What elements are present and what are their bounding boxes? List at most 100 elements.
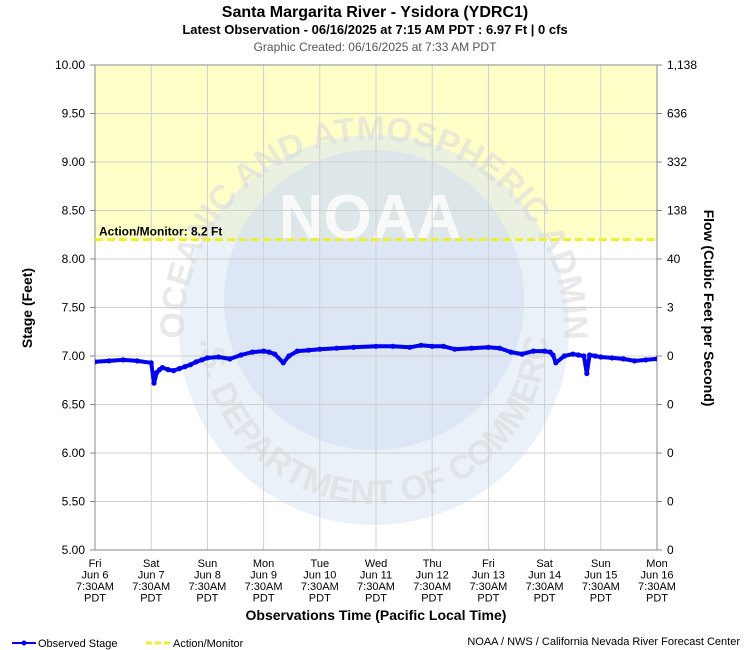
data-point	[452, 346, 458, 352]
data-point	[553, 360, 559, 366]
data-point	[306, 347, 312, 353]
data-point	[581, 353, 587, 359]
y-tick-label: 8.00	[62, 252, 86, 266]
data-point	[654, 356, 657, 362]
data-point	[390, 343, 396, 349]
x-axis: Fri Jun 6 7:30AM PDT Sat Jun 7 7:30AM PDT Sun Jun…	[76, 558, 676, 605]
data-point	[134, 358, 140, 364]
legend: Observed Stage Action/Monitor	[12, 638, 244, 650]
x-tick-label: Sun Jun 8 7:30AM PDT	[188, 558, 226, 605]
x-tick-label: Sat Jun 7 7:30AM PDT	[132, 558, 170, 605]
data-point	[570, 351, 576, 357]
y-axis-left: 5.00 5.50 6.00 6.50 7.00 7.50 8.00 8.50 9.00 9.50…	[55, 58, 95, 557]
y-tick-label: 10.00	[55, 58, 85, 72]
data-point	[159, 365, 165, 371]
data-point	[598, 354, 604, 360]
y-tick-label: 6.00	[62, 446, 86, 460]
y2-tick-label: 3	[667, 301, 674, 315]
y-tick-label: 9.00	[62, 155, 86, 169]
x-tick-label: Fri Jun 13 7:30AM PDT	[469, 558, 507, 605]
y2-tick-label: 40	[667, 252, 681, 266]
legend-action-label: Action/Monitor	[173, 638, 244, 650]
data-point	[286, 353, 292, 359]
data-point	[429, 343, 435, 349]
y2-tick-label: 0	[667, 398, 674, 412]
data-point	[199, 357, 205, 363]
data-point	[530, 348, 537, 354]
y-tick-label: 9.50	[62, 107, 86, 121]
y2-tick-label: 0	[667, 543, 674, 557]
data-point	[592, 353, 598, 359]
x-tick-label: Sat Jun 14 7:30AM PDT	[526, 558, 564, 605]
y-tick-label: 6.50	[62, 398, 86, 412]
data-point	[151, 380, 157, 386]
y2-tick-label: 0	[667, 495, 674, 509]
y2-tick-label: 636	[667, 107, 687, 121]
data-point	[204, 355, 210, 361]
y2-tick-label: 0	[667, 349, 674, 363]
y-tick-label: 8.50	[62, 204, 86, 218]
action-monitor-label: Action/Monitor: 8.2 Ft	[99, 225, 222, 239]
data-point	[418, 342, 424, 348]
data-point	[561, 353, 567, 359]
data-point	[95, 359, 98, 365]
data-point	[609, 355, 615, 361]
footer-credit: NOAA / NWS / California Nevada River For…	[467, 636, 740, 648]
series-observed-stage	[95, 342, 657, 386]
data-point	[508, 349, 514, 355]
data-point	[440, 343, 446, 349]
data-point	[216, 354, 222, 360]
data-point	[227, 356, 233, 362]
data-point	[193, 359, 199, 365]
data-point	[187, 362, 194, 368]
chart-title: Santa Margarita River - Ysidora (YDRC1)	[222, 4, 528, 21]
data-point	[249, 349, 255, 355]
data-point	[519, 351, 525, 357]
data-point	[468, 345, 475, 351]
data-point	[373, 343, 379, 349]
data-point	[584, 370, 590, 377]
watermark-center: NOAA	[279, 183, 462, 252]
y2-axis-label: Flow (Cubic Feet per Second)	[701, 210, 717, 407]
y2-tick-label: 332	[667, 155, 687, 169]
data-point	[317, 346, 323, 352]
x-tick-label: Thu Jun 12 7:30AM PDT	[413, 558, 451, 605]
data-point	[238, 352, 244, 358]
data-point	[620, 356, 626, 362]
data-point	[587, 352, 593, 358]
y2-tick-label: 0	[667, 446, 674, 460]
data-point	[497, 345, 503, 351]
data-point	[182, 364, 188, 370]
data-point	[272, 351, 278, 357]
x-tick-label: Tue Jun 10 7:30AM PDT	[301, 558, 339, 605]
action-monitor-group: Action/Monitor: 8.2 Ft	[95, 225, 657, 242]
x-tick-label: Sun Jun 15 7:30AM PDT	[582, 558, 620, 605]
data-point	[171, 368, 177, 374]
y-axis-right: 0 0 0 0 0 3 40 138 332 636 1,138	[657, 58, 697, 557]
x-tick-label: Wed Jun 11 7:30AM PDT	[357, 558, 395, 605]
data-point	[350, 344, 357, 350]
y-tick-label: 5.50	[62, 495, 86, 509]
y-tick-label: 7.00	[62, 349, 86, 363]
legend-observed-marker	[21, 640, 27, 646]
data-point	[643, 357, 649, 363]
data-point	[542, 348, 548, 354]
x-tick-label: Fri Jun 6 7:30AM PDT	[76, 558, 114, 605]
data-point	[148, 360, 154, 366]
x-tick-label: Mon Jun 16 7:30AM PDT	[638, 558, 676, 605]
data-point	[631, 358, 638, 364]
legend-observed-label: Observed Stage	[38, 638, 118, 650]
graphic-created: Graphic Created: 06/16/2025 at 7:33 AM P…	[254, 40, 497, 54]
y2-tick-label: 1,138	[667, 58, 697, 72]
data-point	[165, 367, 171, 373]
y-tick-label: 7.50	[62, 301, 86, 315]
noaa-logo-disc	[224, 150, 524, 450]
data-point	[120, 357, 126, 363]
y-axis-label: Stage (Feet)	[19, 268, 35, 348]
data-point	[106, 358, 112, 364]
y2-tick-label: 138	[667, 204, 687, 218]
data-point	[280, 360, 286, 366]
data-point	[407, 344, 413, 350]
data-point	[485, 344, 491, 350]
